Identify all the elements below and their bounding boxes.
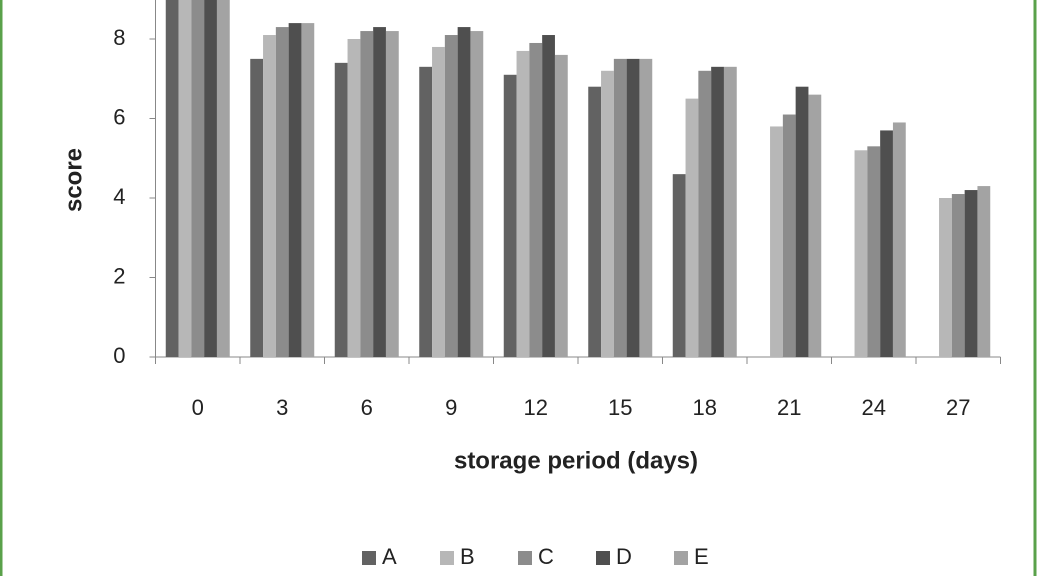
bar	[672, 174, 686, 357]
legend-swatch	[596, 551, 610, 565]
legend-label: A	[382, 544, 397, 569]
x-tick-label: 21	[777, 395, 801, 420]
bar	[892, 122, 906, 357]
bar	[782, 114, 796, 358]
bar	[165, 0, 179, 357]
bar	[685, 98, 699, 357]
bar	[263, 35, 276, 358]
bar	[977, 186, 991, 357]
bar	[723, 66, 737, 357]
x-tick-label: 0	[192, 395, 204, 420]
bar	[216, 0, 230, 357]
bar	[373, 27, 386, 357]
bar	[178, 0, 192, 357]
x-tick-label: 18	[693, 395, 717, 420]
legend-label: D	[616, 544, 632, 569]
bar	[275, 27, 289, 357]
bar	[867, 146, 881, 357]
legend-swatch	[674, 551, 688, 565]
bar	[191, 0, 205, 357]
bar	[529, 42, 543, 357]
x-tick-label: 6	[361, 395, 373, 420]
y-tick-label: 4	[113, 184, 125, 209]
bar	[250, 58, 264, 357]
legend-swatch	[362, 551, 376, 565]
bar	[854, 150, 868, 357]
bar	[334, 62, 348, 357]
bar	[939, 198, 952, 357]
bar	[554, 54, 568, 358]
bar	[639, 58, 653, 357]
bar	[626, 58, 640, 357]
bar	[588, 86, 602, 357]
bar	[770, 126, 783, 357]
x-tick-label: 15	[608, 395, 632, 420]
bar	[951, 194, 965, 357]
x-tick-label: 24	[862, 395, 886, 420]
bar	[385, 31, 399, 358]
legend-label: B	[460, 544, 475, 569]
bar	[444, 35, 458, 358]
bar	[808, 94, 822, 358]
legend-label: C	[538, 544, 554, 569]
bar	[432, 46, 445, 357]
legend-swatch	[440, 551, 454, 565]
y-tick-label: 6	[113, 104, 125, 129]
bar	[613, 58, 627, 357]
y-tick-label: 0	[113, 343, 125, 368]
bar	[880, 130, 893, 357]
bar	[204, 0, 217, 357]
y-tick-label: 2	[113, 263, 125, 288]
bar	[795, 86, 809, 357]
x-tick-label: 3	[276, 395, 288, 420]
x-tick-label: 27	[946, 395, 970, 420]
legend-swatch	[518, 551, 532, 565]
bar	[347, 39, 361, 357]
x-axis-title: storage period (days)	[454, 447, 698, 474]
bar	[503, 74, 517, 358]
y-tick-label: 8	[113, 25, 125, 50]
y-axis-title: score	[60, 148, 87, 212]
x-tick-label: 9	[445, 395, 457, 420]
bar	[419, 66, 433, 357]
bar	[360, 31, 374, 358]
bar	[698, 70, 712, 358]
bar	[516, 50, 530, 358]
legend-label: E	[694, 544, 709, 569]
bar	[301, 23, 315, 357]
bar	[457, 27, 471, 357]
bar	[470, 31, 484, 358]
bar	[601, 70, 614, 358]
x-tick-label: 12	[524, 395, 548, 420]
bar	[288, 23, 302, 357]
bar	[542, 35, 555, 358]
bar	[964, 190, 978, 357]
bar	[711, 66, 724, 357]
